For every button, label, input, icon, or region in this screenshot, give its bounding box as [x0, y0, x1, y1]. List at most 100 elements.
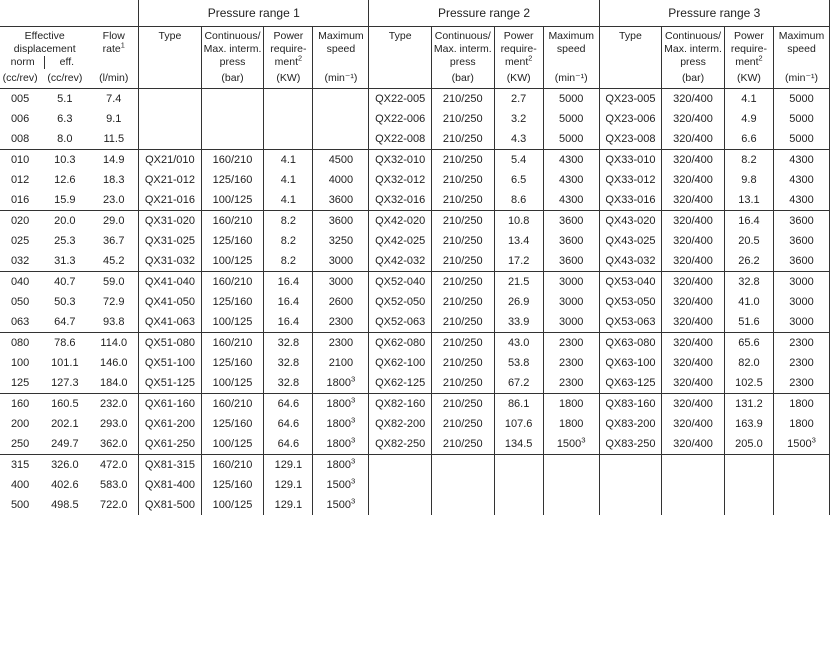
r1-press-header: Continuous/Max. interm.press [201, 27, 264, 72]
cell-t2: QX52-050 [369, 292, 432, 312]
cell-s3: 3600 [774, 231, 830, 251]
cell-s2 [543, 495, 599, 515]
cell-p2 [431, 495, 494, 515]
cell-p2: 210/250 [431, 150, 494, 171]
cell-w2: 134.5 [494, 434, 543, 455]
cell-p3: 320/400 [662, 190, 725, 211]
cell-flow: 362.0 [89, 434, 138, 455]
cell-p3: 320/400 [662, 434, 725, 455]
cell-w3 [724, 455, 773, 476]
cell-t1: QX81-315 [139, 455, 202, 476]
cell-w2 [494, 475, 543, 495]
cell-s2: 4300 [543, 170, 599, 190]
cell-s1: 18003 [313, 455, 369, 476]
cell-t2: QX52-063 [369, 312, 432, 333]
cell-t3 [599, 475, 662, 495]
cell-p3: 320/400 [662, 89, 725, 110]
cell-t1: QX61-200 [139, 414, 202, 434]
cell-norm: 250 [0, 434, 40, 455]
footnote-sup: 3 [351, 457, 355, 466]
cell-p1: 125/160 [201, 292, 264, 312]
cell-eff: 202.1 [40, 414, 89, 434]
cell-w3: 9.8 [724, 170, 773, 190]
cell-w1: 32.8 [264, 353, 313, 373]
cell-eff: 498.5 [40, 495, 89, 515]
cell-p3: 320/400 [662, 170, 725, 190]
sup-2b: 2 [528, 54, 532, 63]
cell-flow: 146.0 [89, 353, 138, 373]
cell-w1 [264, 129, 313, 150]
cell-w2: 26.9 [494, 292, 543, 312]
cell-t3: QX33-012 [599, 170, 662, 190]
footnote-sup: 3 [351, 416, 355, 425]
cell-p1: 160/210 [201, 272, 264, 293]
cell-flow: 583.0 [89, 475, 138, 495]
cell-s1: 2300 [313, 312, 369, 333]
cell-w3: 16.4 [724, 211, 773, 232]
cell-s2 [543, 475, 599, 495]
footnote-sup: 3 [351, 396, 355, 405]
cell-w3: 20.5 [724, 231, 773, 251]
table-row: 200202.1293.0QX61-200125/16064.618003QX8… [0, 414, 830, 434]
cell-w2: 6.5 [494, 170, 543, 190]
cell-t3: QX53-040 [599, 272, 662, 293]
cell-p1: 160/210 [201, 150, 264, 171]
cell-eff: 12.6 [40, 170, 89, 190]
cell-p3 [662, 475, 725, 495]
cell-s2: 5000 [543, 89, 599, 110]
table-row: 250249.7362.0QX61-250100/12564.618003QX8… [0, 434, 830, 455]
cell-p3: 320/400 [662, 150, 725, 171]
cell-w2 [494, 455, 543, 476]
cell-t2: QX22-008 [369, 129, 432, 150]
cell-p3: 320/400 [662, 272, 725, 293]
cell-s2: 15003 [543, 434, 599, 455]
cell-norm: 032 [0, 251, 40, 272]
table-row: 02525.336.7QX31-025125/1608.23250QX42-02… [0, 231, 830, 251]
cell-eff: 50.3 [40, 292, 89, 312]
cell-t3: QX23-005 [599, 89, 662, 110]
cell-t2: QX82-200 [369, 414, 432, 434]
cell-s2: 3000 [543, 312, 599, 333]
cell-w1: 16.4 [264, 272, 313, 293]
cell-flow: 23.0 [89, 190, 138, 211]
cell-norm: 315 [0, 455, 40, 476]
cell-flow: 114.0 [89, 333, 138, 354]
cell-s3: 4300 [774, 150, 830, 171]
cell-w2: 86.1 [494, 394, 543, 415]
cell-s2: 4300 [543, 190, 599, 211]
cell-flow: 36.7 [89, 231, 138, 251]
cell-s2: 5000 [543, 109, 599, 129]
cell-flow: 11.5 [89, 129, 138, 150]
cell-norm: 020 [0, 211, 40, 232]
cell-w3: 4.9 [724, 109, 773, 129]
cell-t1: QX81-500 [139, 495, 202, 515]
cell-s3: 3000 [774, 312, 830, 333]
cell-s2: 2300 [543, 333, 599, 354]
cell-t1: QX31-020 [139, 211, 202, 232]
cell-eff: 402.6 [40, 475, 89, 495]
cell-s2: 3600 [543, 251, 599, 272]
cell-p1: 125/160 [201, 170, 264, 190]
cell-t3: QX63-080 [599, 333, 662, 354]
cell-s1: 18003 [313, 434, 369, 455]
range-header-row: Pressure range 1 Pressure range 2 Pressu… [0, 0, 830, 27]
cell-t1: QX21-016 [139, 190, 202, 211]
r1-speed-header: Maximumspeed [313, 27, 369, 72]
cell-p1: 125/160 [201, 231, 264, 251]
cell-t3: QX83-200 [599, 414, 662, 434]
cell-eff: 78.6 [40, 333, 89, 354]
sup-1: 1 [121, 41, 125, 50]
cell-norm: 025 [0, 231, 40, 251]
footnote-sup: 3 [581, 436, 585, 445]
cell-p1: 160/210 [201, 211, 264, 232]
cell-s3: 4300 [774, 170, 830, 190]
cell-s2 [543, 455, 599, 476]
cell-eff: 20.0 [40, 211, 89, 232]
eff-disp-label: Effectivedisplacement [14, 30, 76, 55]
cell-t2: QX62-125 [369, 373, 432, 394]
cell-w2: 43.0 [494, 333, 543, 354]
cell-t2: QX62-100 [369, 353, 432, 373]
cell-s3: 2300 [774, 373, 830, 394]
cell-p1: 100/125 [201, 190, 264, 211]
cell-s3: 5000 [774, 89, 830, 110]
